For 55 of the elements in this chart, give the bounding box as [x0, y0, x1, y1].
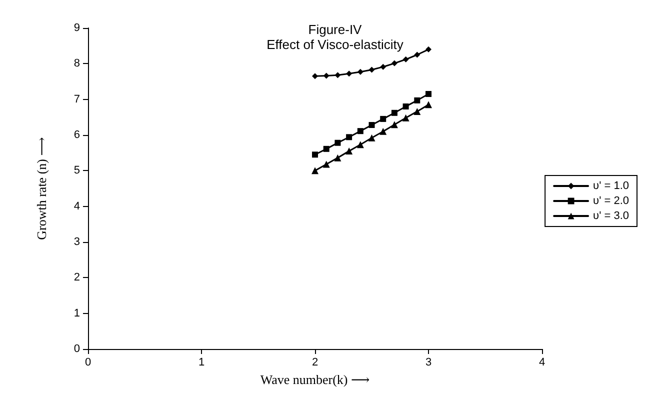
x-tick-label: 1	[198, 356, 205, 368]
point	[334, 72, 341, 78]
y-tick-label: 8	[74, 58, 80, 70]
point	[380, 64, 386, 70]
point	[402, 56, 409, 62]
point	[402, 114, 410, 122]
y-tick-label: 2	[74, 272, 80, 284]
y-tick-label: 6	[74, 129, 80, 141]
point	[346, 148, 353, 155]
point	[346, 70, 352, 77]
point	[312, 73, 318, 80]
point	[426, 90, 432, 97]
point	[414, 52, 420, 58]
y-tick-label: 5	[74, 164, 80, 177]
point	[391, 110, 398, 116]
legend-label: υ' = 2.0	[593, 195, 630, 207]
y-tick-label: 4	[74, 200, 80, 212]
point	[334, 140, 341, 146]
point	[380, 128, 387, 135]
point	[323, 146, 330, 152]
point	[323, 72, 330, 79]
y-tick-label: 7	[74, 93, 80, 106]
x-tick-label: 4	[538, 356, 546, 368]
point	[368, 122, 375, 128]
legend-label: υ' = 3.0	[593, 210, 630, 222]
point	[426, 46, 432, 52]
x-tick-label: 2	[312, 356, 318, 368]
point	[356, 141, 364, 148]
x-axis-title: Wave number(k) ⟶	[260, 372, 370, 387]
point	[368, 134, 376, 142]
y-tick-label: 1	[74, 307, 80, 320]
point	[368, 66, 375, 73]
y-tick-label: 3	[74, 236, 80, 248]
point	[322, 160, 330, 168]
y-axis-title: Growth rate (n) ⟶	[34, 136, 49, 240]
chart-title: Figure-IV	[308, 22, 362, 37]
point	[414, 108, 421, 115]
point	[357, 68, 364, 75]
point	[312, 167, 318, 174]
text: Effect of Visco-elasticity	[266, 37, 404, 52]
point	[312, 152, 318, 158]
point	[380, 116, 386, 122]
x-tick-label: 3	[425, 356, 432, 368]
legend-label: υ' = 1.0	[593, 180, 630, 192]
point	[390, 121, 398, 128]
y-tick-label: 0	[74, 343, 80, 355]
point	[402, 103, 409, 110]
point	[425, 101, 432, 108]
y-tick-label: 9	[74, 22, 80, 34]
point	[334, 154, 342, 162]
point	[414, 97, 420, 104]
point	[391, 60, 398, 66]
x-tick-label: 0	[84, 356, 92, 368]
point	[346, 134, 352, 140]
point	[357, 128, 364, 134]
